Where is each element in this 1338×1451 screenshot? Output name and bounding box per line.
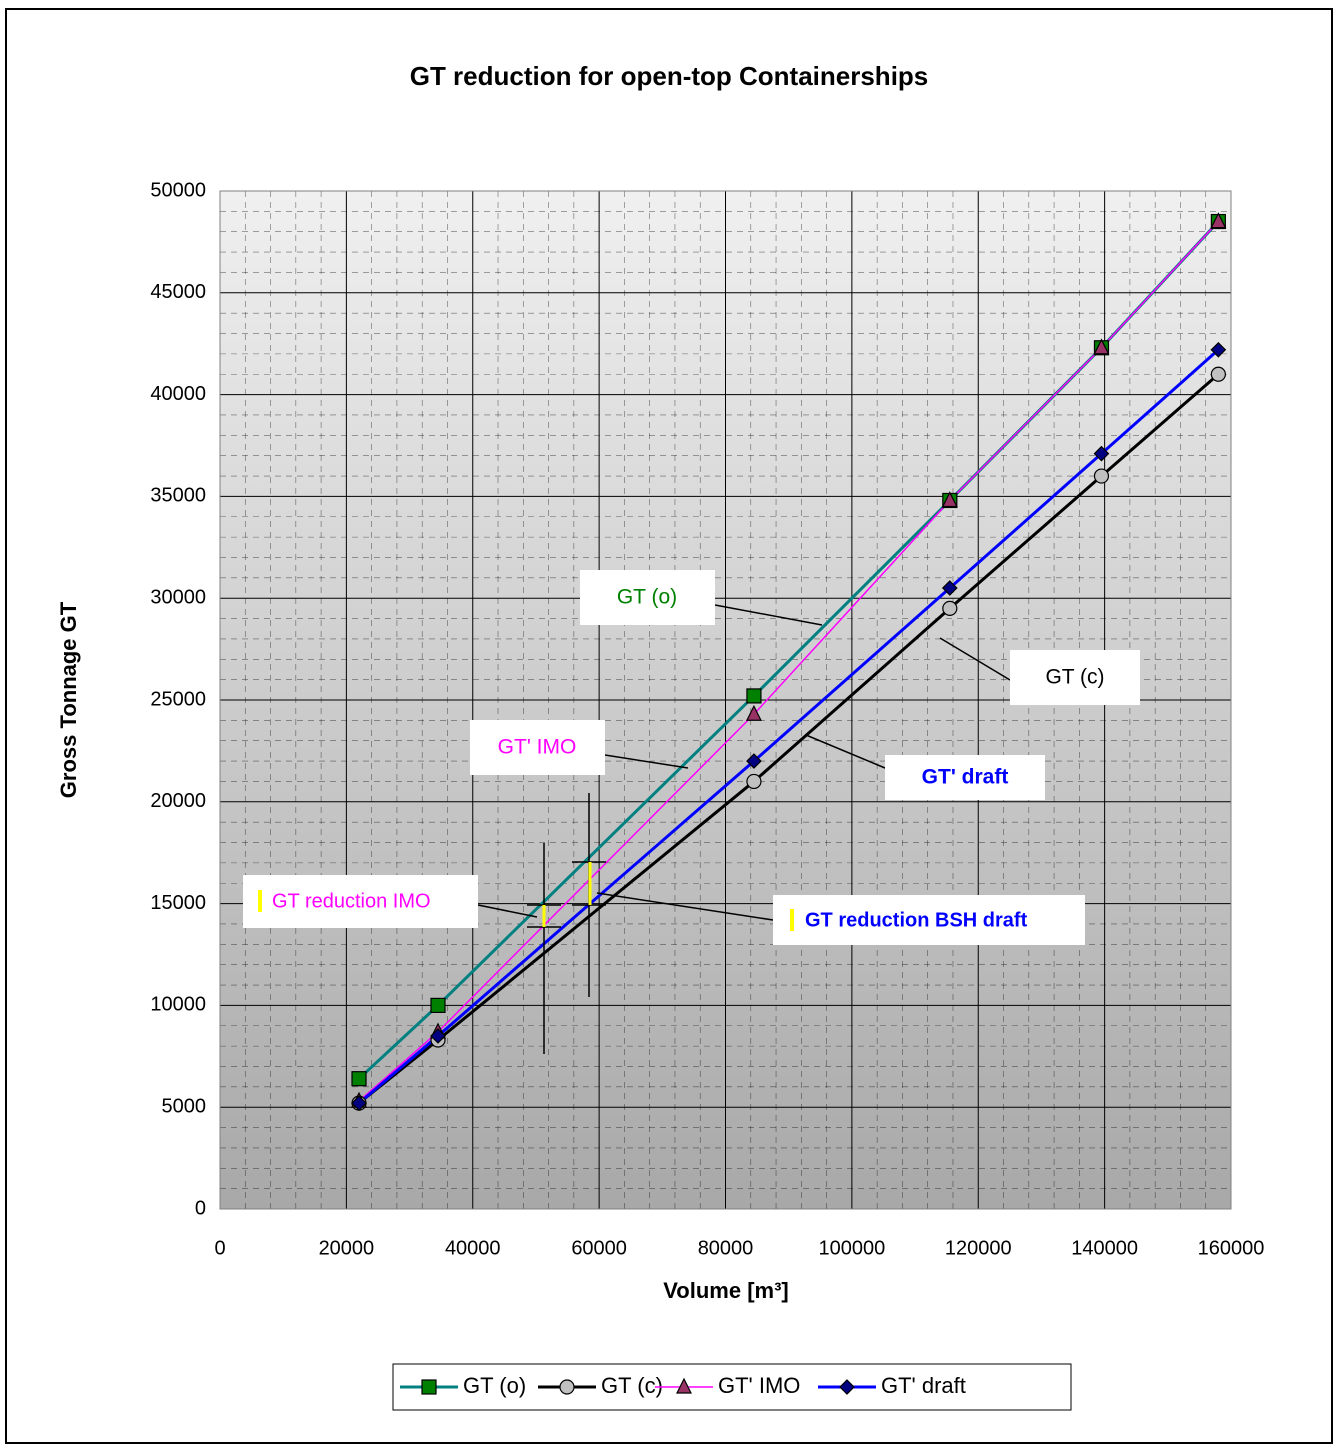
x-axis-label: Volume [m³]	[663, 1278, 788, 1303]
y-tick-label: 10000	[150, 994, 206, 1016]
legend-marker	[559, 1379, 575, 1395]
y-tick-label: 25000	[150, 688, 206, 710]
annotation: GT reduction BSH draft	[805, 909, 1028, 931]
series-line	[358, 221, 1219, 1102]
marker	[1210, 366, 1226, 382]
marker	[351, 1071, 367, 1087]
legend-label: GT (o)	[463, 1373, 526, 1398]
marker	[746, 688, 762, 704]
annotation-marks	[477, 604, 1011, 1054]
x-tick-label: 20000	[319, 1237, 375, 1259]
series-layer	[351, 212, 1227, 1111]
marker	[941, 491, 958, 508]
legend-label: GT' draft	[881, 1373, 966, 1398]
annotation: GT reduction IMO	[272, 890, 431, 912]
marker	[1210, 212, 1227, 229]
x-tick-label: 140000	[1071, 1237, 1138, 1259]
marker	[745, 704, 762, 721]
x-tick-label: 160000	[1198, 1237, 1265, 1259]
y-tick-label: 50000	[150, 179, 206, 201]
y-axis-label: Gross Tonnage GT	[56, 601, 81, 798]
y-tick-label: 20000	[150, 790, 206, 812]
legend-box	[392, 1363, 1072, 1411]
annotation: GT' draft	[922, 766, 1009, 789]
y-tick-label: 15000	[150, 892, 206, 914]
series-line	[358, 348, 1220, 1105]
y-tick-label: 40000	[150, 383, 206, 405]
x-tick-label: 100000	[819, 1237, 886, 1259]
x-tick-label: 0	[214, 1237, 225, 1259]
marker	[942, 600, 958, 616]
series-line	[358, 373, 1220, 1105]
legend-label: GT' IMO	[718, 1373, 800, 1398]
marker	[430, 1028, 446, 1044]
y-tick-label: 45000	[150, 281, 206, 303]
legend: GT (o) GT (c) GT' IMO GT' draft	[400, 1373, 966, 1398]
y-tick-label: 30000	[150, 586, 206, 608]
y-tick-label: 0	[195, 1197, 206, 1219]
marker	[430, 997, 446, 1014]
x-tick-label: 80000	[698, 1237, 754, 1259]
annotation: GT' IMO	[498, 736, 577, 759]
legend-marker	[421, 1379, 437, 1395]
x-tick-label: 60000	[571, 1237, 627, 1259]
x-tick-label: 120000	[945, 1237, 1012, 1259]
plot-border	[219, 190, 1232, 1210]
y-tick-label: 5000	[162, 1095, 207, 1117]
legend-marker	[676, 1377, 692, 1394]
annotation: GT (c)	[1045, 666, 1104, 689]
marker	[1093, 468, 1110, 484]
annotation-boxes	[243, 570, 1140, 945]
annotation: GT (o)	[617, 586, 677, 609]
x-tick-label: 40000	[445, 1237, 501, 1259]
marker	[1210, 341, 1227, 358]
marker	[1093, 445, 1110, 462]
legend-marker	[839, 1379, 855, 1395]
marker	[746, 753, 762, 769]
legend-label: GT (c)	[601, 1373, 663, 1398]
marker	[746, 773, 762, 790]
marker	[941, 580, 958, 596]
y-tick-label: 35000	[150, 485, 206, 507]
marker	[351, 1095, 367, 1111]
marker	[1093, 338, 1110, 355]
chart-title: GT reduction for open-top Containerships	[410, 61, 929, 91]
